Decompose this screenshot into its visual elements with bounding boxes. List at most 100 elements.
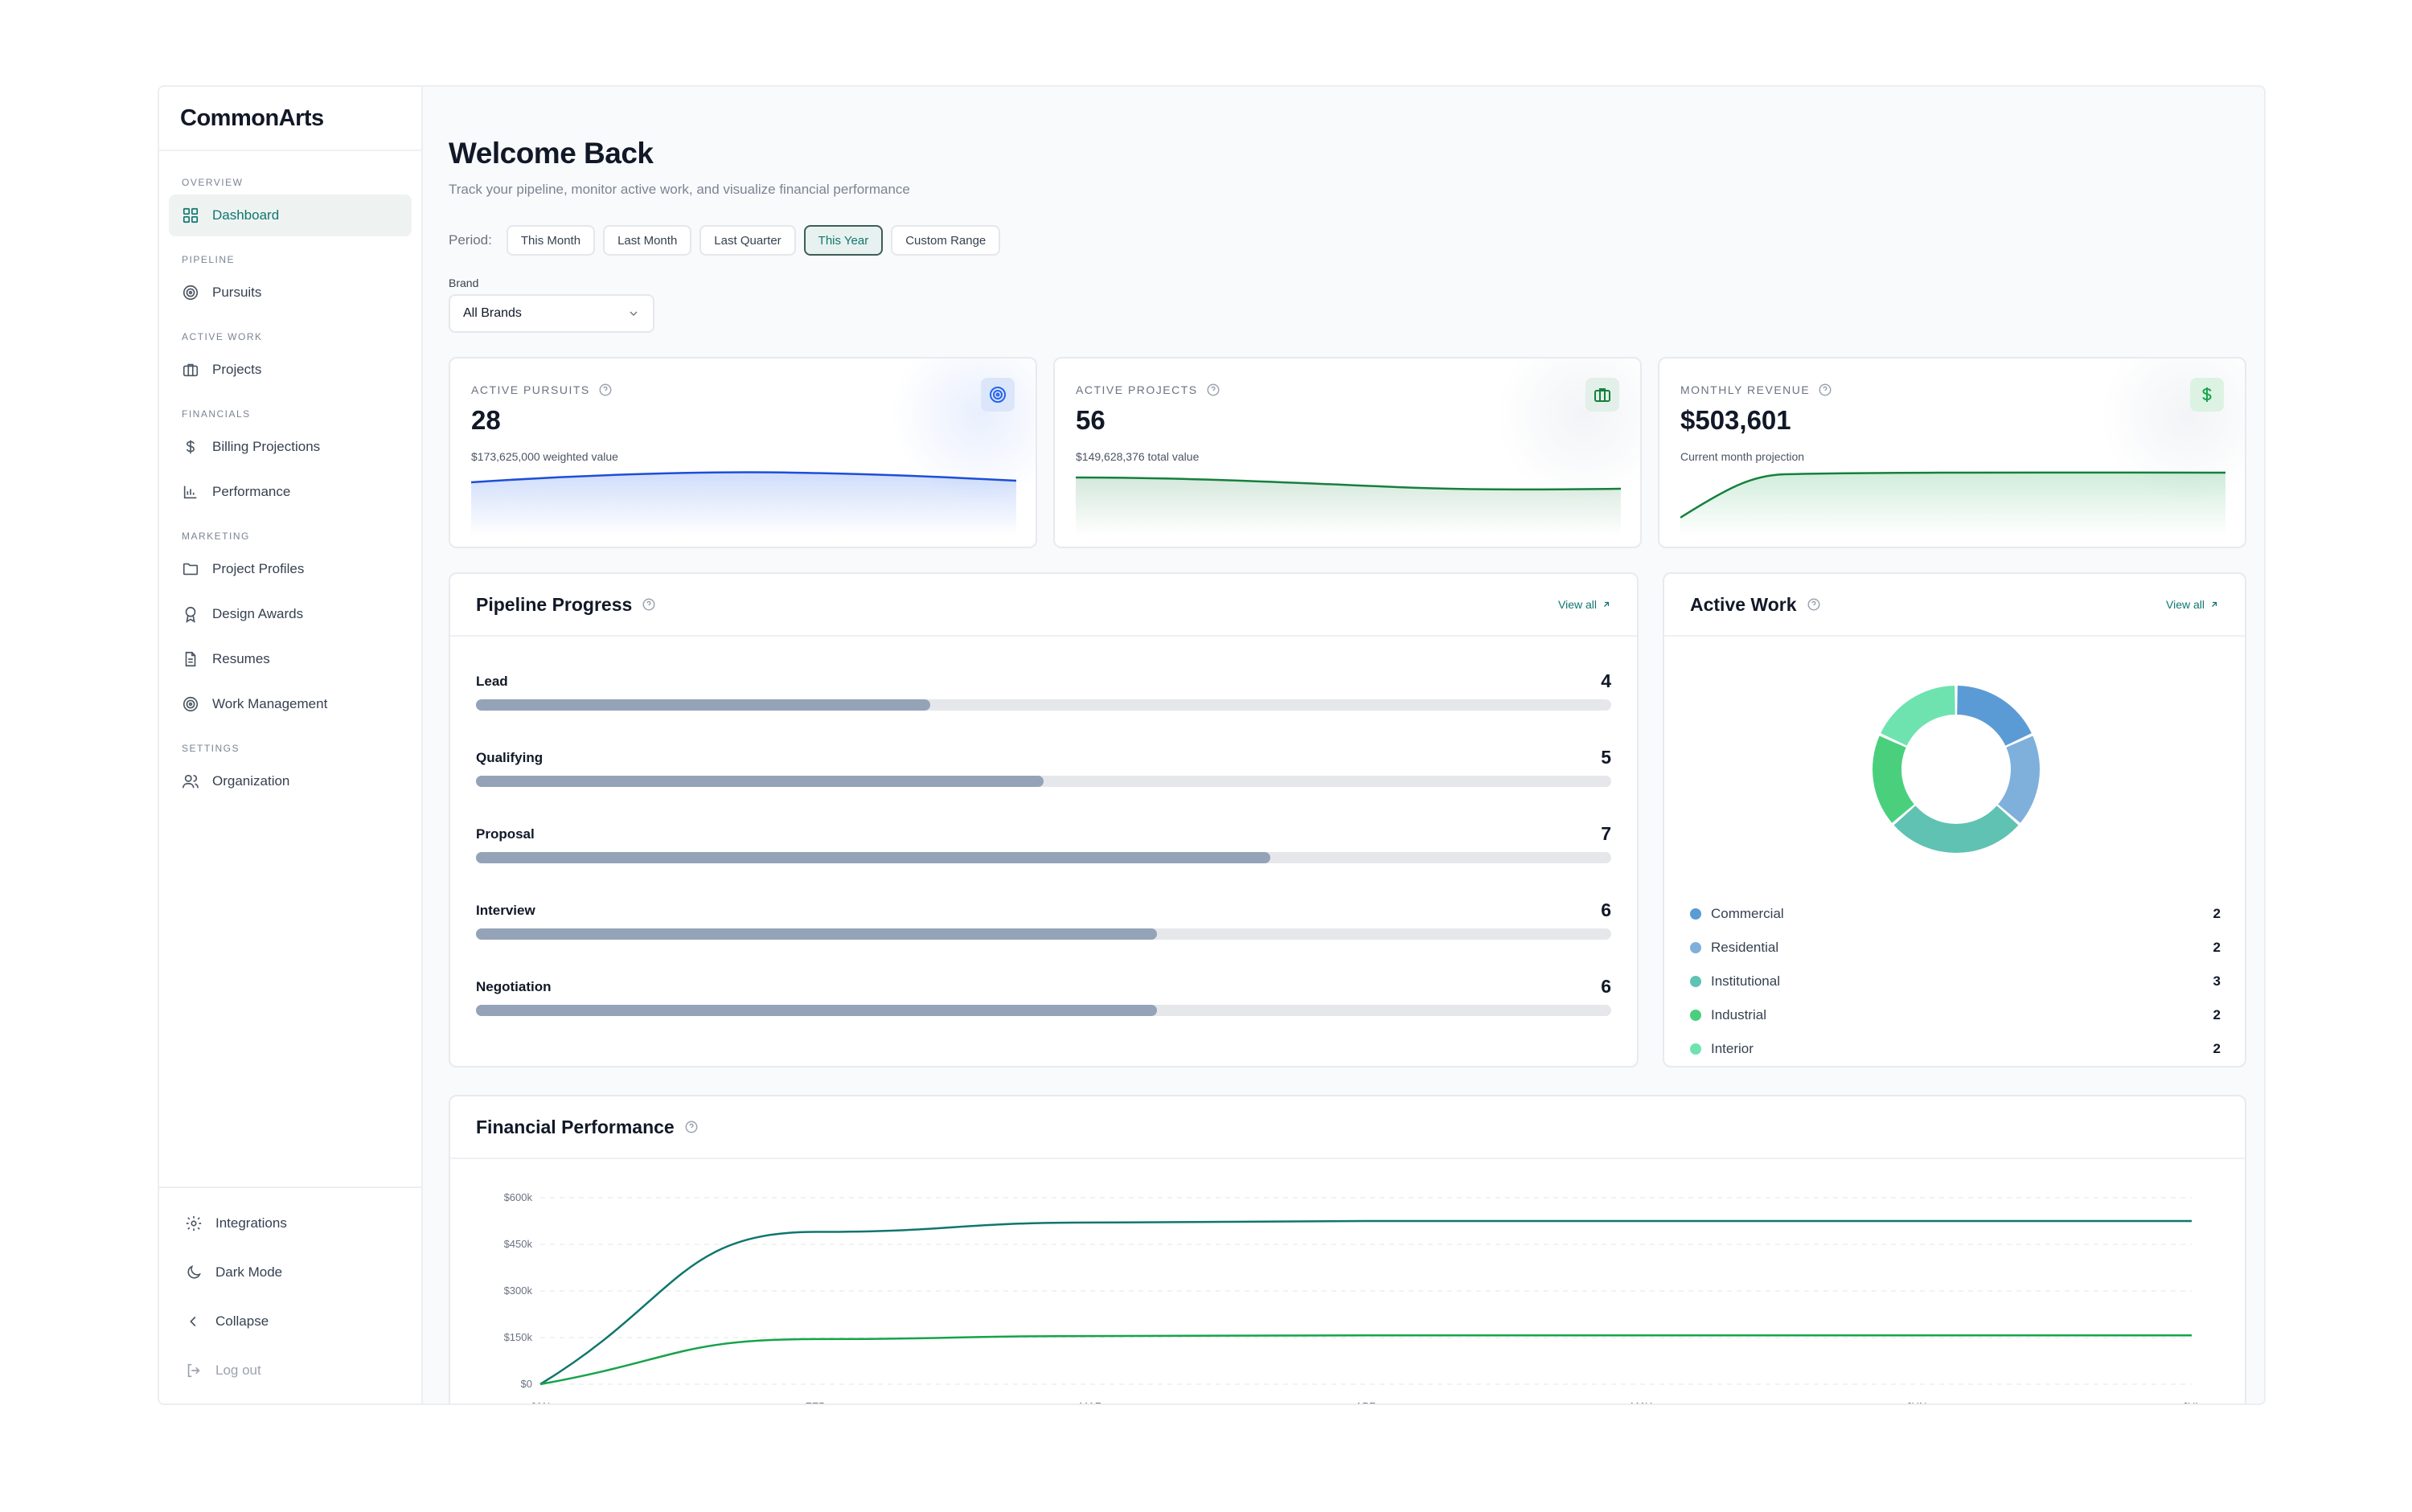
dollar-icon: [2202, 387, 2212, 402]
legend-dot: [1690, 908, 1701, 920]
revenue-sparkline: [1680, 471, 2225, 535]
donut-slice-residential[interactable]: [1998, 736, 2040, 823]
dark-mode-label: Dark Mode: [215, 1264, 283, 1280]
period-button-custom-range[interactable]: Custom Range: [891, 225, 1001, 256]
sidebar-item-label: Project Profiles: [212, 561, 305, 576]
sidebar-item-label: Work Management: [212, 696, 328, 711]
stage-name: Qualifying: [476, 750, 544, 765]
stat-label: MONTHLY REVENUE: [1680, 383, 1832, 397]
collapse-button[interactable]: Collapse: [169, 1297, 412, 1346]
stat-value: 56: [1076, 405, 1106, 435]
pipeline-title: Pipeline Progress: [476, 594, 656, 616]
pipeline-stage-interview[interactable]: Interview 6: [476, 899, 1611, 951]
gear-icon: [186, 1215, 202, 1231]
sidebar-item-label: Dashboard: [212, 207, 280, 223]
period-button-this-month[interactable]: This Month: [506, 225, 596, 256]
stat-card-monthly-revenue[interactable]: MONTHLY REVENUE $503,601 Current month p…: [1658, 357, 2246, 548]
stat-caption: $149,628,376 total value: [1076, 450, 1200, 463]
legend-name: Institutional: [1711, 973, 1780, 989]
sidebar-section-label: MARKETING: [182, 531, 250, 542]
period-filter: Period: This Month Last Month Last Quarter…: [449, 225, 1001, 256]
sidebar-item-resumes[interactable]: Resumes: [169, 638, 412, 680]
sidebar-item-label: Billing Projections: [212, 439, 321, 454]
financial-header: Financial Performance: [450, 1096, 2245, 1159]
legend-value: 2: [2213, 906, 2221, 921]
pipeline-header: Pipeline Progress View all: [450, 574, 1637, 637]
dollar-icon: [186, 440, 195, 454]
sidebar-item-dashboard[interactable]: Dashboard: [169, 195, 412, 236]
sidebar-footer: Integrations Dark Mode Collapse Log out: [159, 1186, 421, 1403]
period-button-last-month[interactable]: Last Month: [603, 225, 692, 256]
active-work-view-all-link[interactable]: View all: [2166, 598, 2219, 611]
sidebar-item-work-management[interactable]: Work Management: [169, 683, 412, 725]
help-circle-icon: [1819, 383, 1832, 396]
period-button-this-year[interactable]: This Year: [803, 225, 884, 256]
sidebar-item-design-awards[interactable]: Design Awards: [169, 593, 412, 635]
app-logo[interactable]: CommonArts: [159, 87, 421, 151]
folder-icon: [183, 563, 199, 576]
stat-card-active-projects[interactable]: ACTIVE PROJECTS 56 $149,628,376 total va…: [1053, 357, 1642, 548]
pipeline-stage-lead[interactable]: Lead 4: [476, 670, 1611, 722]
collapse-label: Collapse: [215, 1313, 269, 1329]
logout-button[interactable]: Log out: [169, 1346, 412, 1395]
active-work-donut-chart: [1873, 686, 2040, 853]
stage-progress-fill: [476, 776, 1044, 787]
period-button-last-quarter[interactable]: Last Quarter: [699, 225, 796, 256]
stat-card-active-pursuits[interactable]: ACTIVE PURSUITS 28 $173,625,000 weighted…: [449, 357, 1037, 548]
series-line-1: [539, 1219, 2192, 1386]
pipeline-stage-qualifying[interactable]: Qualifying 5: [476, 747, 1611, 798]
dark-mode-toggle[interactable]: Dark Mode: [169, 1248, 412, 1297]
users-icon: [183, 774, 199, 789]
stage-count: 7: [1601, 823, 1611, 844]
stat-value: 28: [471, 405, 501, 435]
brand-select[interactable]: All Brands: [449, 294, 654, 333]
stage-progress-fill: [476, 852, 1271, 863]
sidebar-nav: OVERVIEW Dashboard PIPELINE Pursuits ACTIVE …: [159, 151, 421, 802]
bar-chart-icon: [183, 486, 197, 499]
integrations-button[interactable]: Integrations: [169, 1199, 412, 1248]
stat-caption: Current month projection: [1680, 450, 1805, 463]
donut-slice-commercial[interactable]: [1957, 686, 2032, 746]
donut-slice-interior[interactable]: [1881, 686, 1955, 746]
briefcase-icon: [1594, 388, 1610, 402]
stat-badge: [1585, 378, 1619, 412]
sidebar-section-label: FINANCIALS: [182, 408, 251, 420]
legend-item-commercial: Commercial 2: [1690, 902, 2221, 926]
app-window: CommonArts OVERVIEW Dashboard PIPELINE Purs…: [158, 85, 2266, 1405]
sidebar-item-project-profiles[interactable]: Project Profiles: [169, 548, 412, 590]
help-circle-icon: [685, 1121, 698, 1133]
brand-label: Brand: [449, 277, 479, 289]
donut-slice-institutional[interactable]: [1893, 805, 2019, 853]
help-circle-icon: [1807, 598, 1820, 611]
sidebar-item-billing-projections[interactable]: Billing Projections: [169, 426, 412, 468]
file-text-icon: [185, 651, 196, 667]
sidebar-item-label: Design Awards: [212, 606, 304, 621]
pipeline-stage-proposal[interactable]: Proposal 7: [476, 823, 1611, 875]
period-label: Period:: [449, 232, 492, 248]
stage-name: Negotiation: [476, 979, 552, 994]
x-tick-label: JAN: [531, 1400, 551, 1405]
y-tick-label: $300k: [504, 1285, 533, 1297]
sidebar-item-pursuits[interactable]: Pursuits: [169, 272, 412, 313]
y-tick-label: $600k: [504, 1191, 533, 1203]
page-subtitle: Track your pipeline, monitor active work…: [449, 182, 910, 197]
sidebar-item-organization[interactable]: Organization: [169, 760, 412, 802]
pursuits-sparkline: [471, 471, 1016, 535]
donut-slice-industrial[interactable]: [1873, 736, 1914, 823]
pipeline-view-all-link[interactable]: View all: [1558, 598, 1611, 611]
sidebar-item-performance[interactable]: Performance: [169, 471, 412, 513]
stage-progress-fill: [476, 1005, 1158, 1016]
page-title: Welcome Back: [449, 137, 654, 170]
legend-dot: [1690, 1010, 1701, 1021]
integrations-label: Integrations: [215, 1215, 287, 1231]
sidebar-item-projects[interactable]: Projects: [169, 349, 412, 391]
financial-performance-card: Financial Performance $0 $150k $300k $450k $…: [449, 1095, 2246, 1405]
pipeline-stage-negotiation[interactable]: Negotiation 6: [476, 976, 1611, 1027]
sidebar-section-label: PIPELINE: [182, 254, 236, 265]
legend-item-residential: Residential 2: [1690, 936, 2221, 960]
briefcase-icon: [183, 363, 199, 377]
x-tick-label: JUL: [2182, 1400, 2201, 1405]
stage-progress-track: [476, 852, 1611, 863]
target-icon: [990, 387, 1006, 403]
stage-count: 6: [1601, 899, 1611, 920]
